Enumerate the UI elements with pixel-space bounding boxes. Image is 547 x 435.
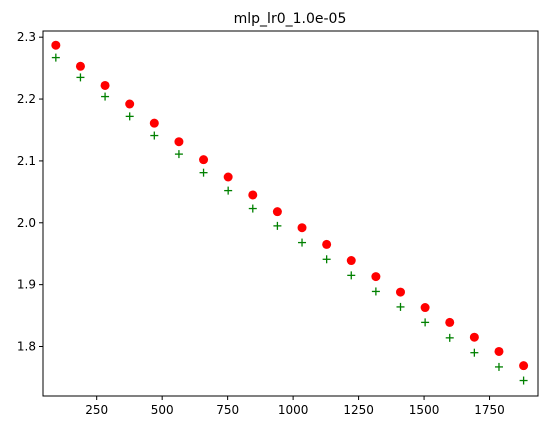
data-point-circle [469,332,479,342]
x-tick-label: 1500 [409,403,440,417]
chart-title: mlp_lr0_1.0e-05 [234,11,347,27]
data-point-circle [322,239,332,249]
data-point-plus [76,73,85,82]
data-point-plus [519,376,528,385]
x-tick-label: 1000 [278,403,309,417]
data-point-plus [347,271,356,280]
y-tick-label: 1.9 [17,278,36,292]
series-2 [51,53,528,385]
data-point-plus [150,131,159,140]
data-point-circle [272,207,282,217]
data-point-plus [298,238,307,247]
x-tick-label: 750 [216,403,239,417]
x-tick-label: 1750 [474,403,505,417]
data-point-circle [248,190,258,200]
data-point-plus [273,221,282,230]
series-1 [51,40,529,371]
data-point-plus [174,150,183,159]
y-tick-label: 2.0 [17,216,36,230]
data-point-circle [346,256,356,266]
data-point-circle [174,137,184,147]
data-point-circle [420,303,430,313]
data-point-circle [149,118,159,128]
data-point-circle [297,223,307,233]
data-point-circle [51,40,61,50]
data-point-plus [470,348,479,357]
data-point-circle [125,99,135,109]
plot-frame [42,30,539,397]
y-tick-label: 2.2 [17,92,36,106]
x-tick-label: 250 [85,403,108,417]
data-point-plus [421,318,430,327]
y-tick-label: 2.3 [17,30,36,44]
data-point-circle [445,317,455,327]
data-point-circle [223,172,233,182]
data-point-circle [519,361,529,371]
data-point-plus [445,333,454,342]
y-axis: 1.8 1.9 2.0 2.1 2.2 2.3 [17,30,43,354]
data-point-plus [224,186,233,195]
data-point-plus [199,168,208,177]
data-point-circle [371,272,381,282]
data-point-circle [100,80,110,90]
y-tick-label: 2.1 [17,154,36,168]
data-point-plus [248,204,257,213]
x-tick-label: 1250 [343,403,374,417]
y-tick-label: 1.8 [17,340,36,354]
data-point-circle [396,287,405,297]
data-point-plus [396,302,405,311]
data-point-circle [199,155,209,165]
x-tick-label: 500 [151,403,174,417]
data-point-plus [494,362,503,371]
data-point-plus [125,112,134,121]
data-point-circle [494,346,504,356]
series-layer [51,40,529,385]
data-point-plus [371,287,380,296]
x-axis: 250 500 750 1000 1250 1500 1750 [85,396,505,417]
data-point-plus [101,92,110,101]
data-point-circle [75,61,85,71]
data-point-plus [51,53,60,62]
data-point-plus [322,255,331,264]
